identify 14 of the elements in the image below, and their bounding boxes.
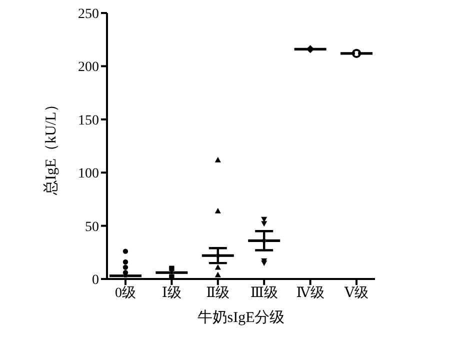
y-axis-title: 总IgE（kU/L） <box>42 96 60 196</box>
y-tick-label: 150 <box>78 113 99 128</box>
x-tick-label: Ⅴ级 <box>343 284 369 301</box>
y-tick-label: 100 <box>78 166 99 182</box>
x-tick-label: Ⅱ级 <box>206 284 230 301</box>
x-tick-label: Ⅳ级 <box>296 284 324 301</box>
y-tick-label: 200 <box>78 60 99 76</box>
x-tick-label: Ⅰ级 <box>162 284 182 301</box>
y-tick-label: 50 <box>85 220 99 235</box>
x-axis-title: 牛奶sIgE分级 <box>197 309 285 326</box>
x-tick-label: Ⅲ级 <box>250 284 278 301</box>
y-tick-label: 0 <box>92 272 99 288</box>
y-tick-label: 250 <box>78 6 99 22</box>
x-tick-label: 0级 <box>114 284 136 301</box>
